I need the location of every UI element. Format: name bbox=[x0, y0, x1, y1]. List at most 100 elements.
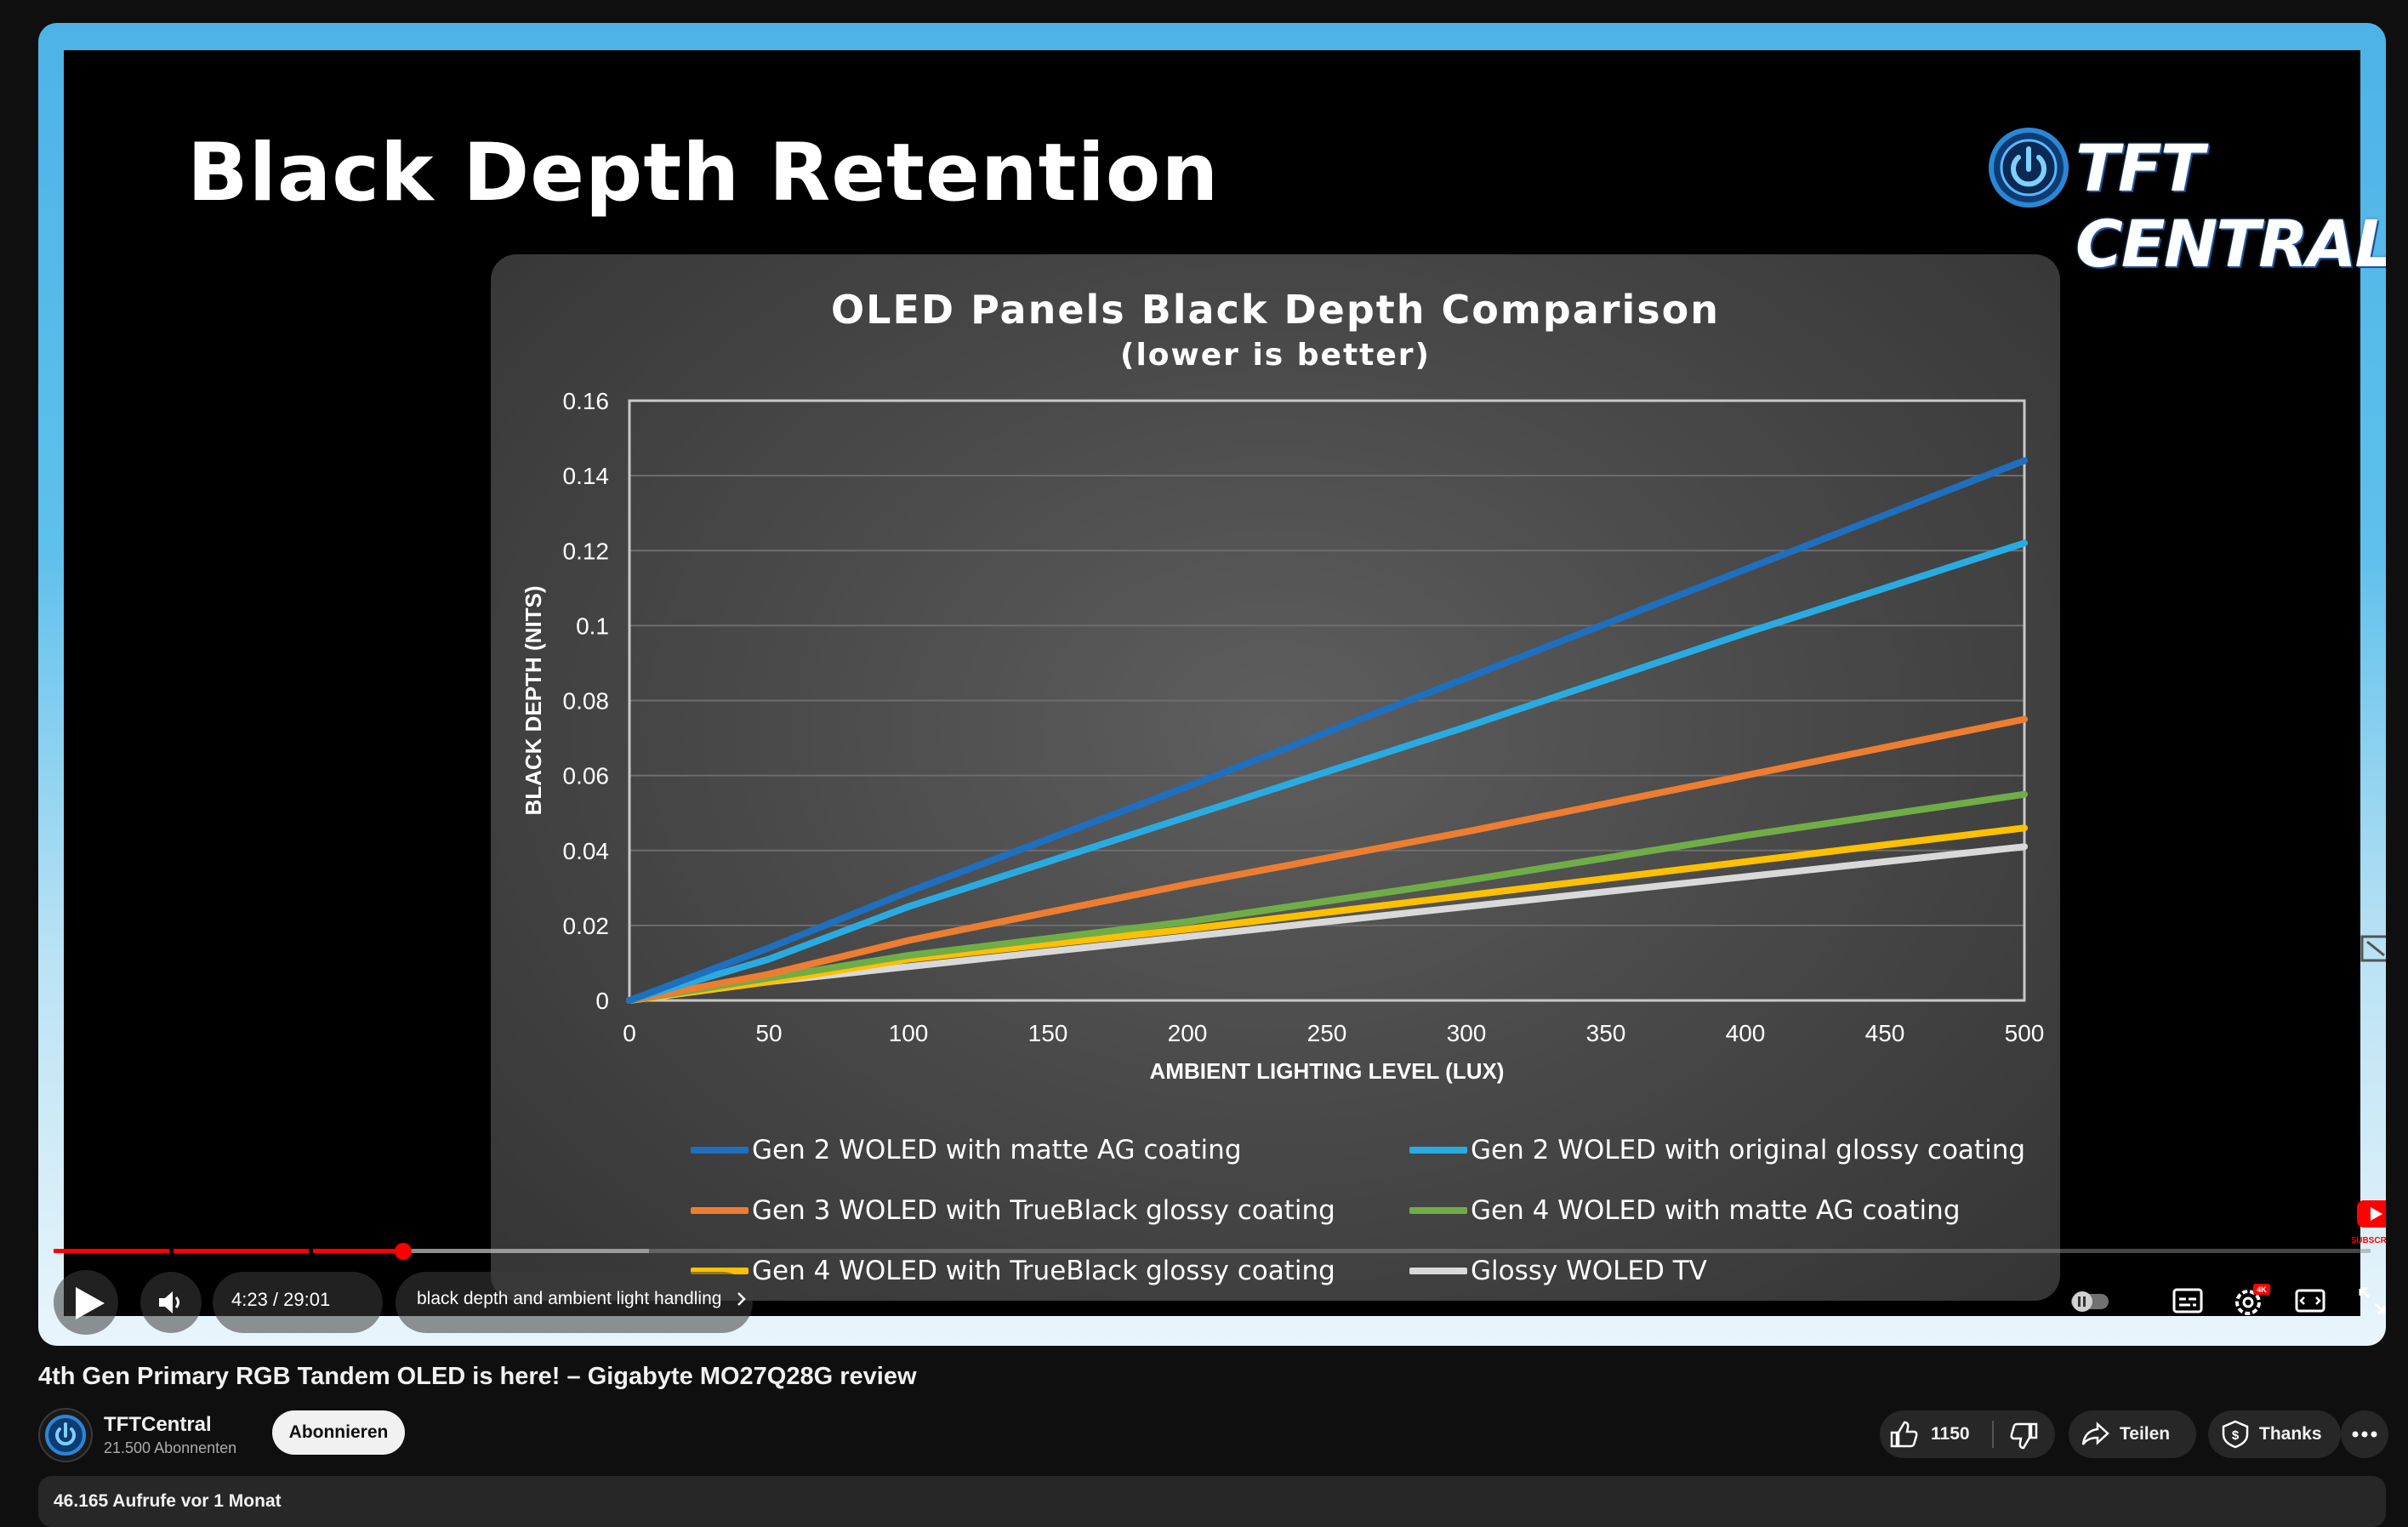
svg-text:SUBSCRIBE: SUBSCRIBE bbox=[2352, 1236, 2386, 1245]
legend-swatch bbox=[1409, 1147, 1467, 1154]
chart-panel: OLED Panels Black Depth Comparison (lowe… bbox=[491, 254, 2060, 1301]
legend-item: Gen 4 WOLED with matte AG coating bbox=[1409, 1194, 1961, 1228]
video-title: 4th Gen Primary RGB Tandem OLED is here!… bbox=[38, 1363, 917, 1390]
more-icon bbox=[2352, 1431, 2377, 1438]
share-label: Teilen bbox=[2120, 1424, 2171, 1444]
y-tick-label: 0 bbox=[595, 988, 609, 1014]
subscriber-count: 21.500 Abonnenten bbox=[104, 1439, 237, 1456]
video-player[interactable]: Black Depth Retention TFT CENTRAL i OLED… bbox=[38, 23, 2386, 1346]
view-count-date: 46.165 Aufrufe vor 1 Monat bbox=[54, 1491, 282, 1511]
chart-title: OLED Panels Black Depth Comparison bbox=[831, 287, 1720, 333]
legend-label: Gen 2 WOLED with matte AG coating bbox=[752, 1135, 1242, 1165]
x-tick-label: 300 bbox=[1447, 1020, 1487, 1046]
theater-icon[interactable] bbox=[2294, 1285, 2328, 1316]
legend-swatch bbox=[691, 1268, 749, 1274]
subtitles-icon[interactable] bbox=[2172, 1285, 2206, 1316]
y-tick-label: 0.02 bbox=[563, 913, 610, 939]
x-tick-label: 400 bbox=[1726, 1020, 1766, 1046]
time-display: 4:23 / 29:01 bbox=[231, 1289, 331, 1310]
y-tick-label: 0.08 bbox=[563, 688, 610, 715]
x-axis-label: AMBIENT LIGHTING LEVEL (LUX) bbox=[1150, 1058, 1505, 1084]
played-bar bbox=[54, 1249, 403, 1253]
channel-avatar[interactable] bbox=[38, 1408, 93, 1462]
fullscreen-icon[interactable] bbox=[2357, 1285, 2386, 1316]
chapter-button[interactable] bbox=[396, 1272, 753, 1333]
svg-text:4K: 4K bbox=[2257, 1285, 2267, 1294]
y-tick-label: 0.14 bbox=[563, 463, 610, 489]
x-tick-label: 350 bbox=[1586, 1020, 1626, 1046]
time-display-pill bbox=[213, 1272, 383, 1333]
series-line bbox=[626, 539, 2028, 1004]
thanks-button[interactable]: $ Thanks bbox=[2208, 1410, 2341, 1458]
play-icon bbox=[76, 1287, 105, 1319]
series-line bbox=[626, 715, 2028, 1004]
channel-logo-icon bbox=[45, 1415, 86, 1456]
x-tick-label: 200 bbox=[1168, 1020, 1208, 1046]
chapter-marker bbox=[309, 1249, 313, 1253]
plot-area-border bbox=[628, 399, 2026, 1002]
y-tick-label: 0.12 bbox=[563, 538, 610, 564]
play-button[interactable] bbox=[54, 1270, 118, 1335]
series-line bbox=[626, 790, 2028, 1004]
x-tick-label: 450 bbox=[1865, 1020, 1905, 1046]
legend-label: Glossy WOLED TV bbox=[1471, 1256, 1707, 1286]
subscribe-watermark-icon[interactable]: SUBSCRIBE bbox=[2352, 1199, 2386, 1250]
like-dislike-group: 1150 bbox=[1880, 1410, 2055, 1458]
chapter-marker bbox=[169, 1249, 174, 1253]
legend-item: Gen 4 WOLED with TrueBlack glossy coatin… bbox=[691, 1254, 1335, 1288]
chapter-title[interactable]: black depth and ambient light handling bbox=[417, 1289, 749, 1309]
y-axis-label: BLACK DEPTH (NITS) bbox=[521, 585, 546, 815]
slide-title: Black Depth Retention bbox=[187, 127, 1220, 219]
chevron-right-icon bbox=[737, 1292, 747, 1307]
y-tick-label: 0.1 bbox=[576, 613, 609, 639]
like-icon[interactable] bbox=[1888, 1419, 1919, 1450]
x-tick-label: 500 bbox=[2005, 1020, 2045, 1046]
legend-label: Gen 4 WOLED with matte AG coating bbox=[1471, 1195, 1961, 1226]
legend-item: Gen 3 WOLED with TrueBlack glossy coatin… bbox=[691, 1194, 1335, 1228]
picture-in-picture-icon[interactable] bbox=[2360, 935, 2386, 966]
settings-icon[interactable]: 4K bbox=[2231, 1282, 2272, 1319]
x-tick-label: 0 bbox=[623, 1020, 636, 1046]
subscribe-button[interactable]: Abonnieren bbox=[272, 1410, 405, 1455]
y-tick-label: 0.04 bbox=[563, 838, 610, 864]
share-icon bbox=[2081, 1422, 2109, 1445]
player-controls: 4:23 / 29:01 black depth and ambient lig… bbox=[38, 1265, 2386, 1342]
divider bbox=[1992, 1421, 1994, 1448]
series-line bbox=[626, 824, 2028, 1004]
legend-label: Gen 3 WOLED with TrueBlack glossy coatin… bbox=[752, 1195, 1335, 1226]
volume-icon bbox=[159, 1291, 179, 1313]
legend-label: Gen 4 WOLED with TrueBlack glossy coatin… bbox=[752, 1256, 1335, 1286]
legend-swatch bbox=[1409, 1207, 1467, 1214]
legend-swatch bbox=[691, 1147, 749, 1154]
autoplay-toggle-icon[interactable] bbox=[2069, 1289, 2110, 1314]
more-actions-button[interactable] bbox=[2341, 1410, 2388, 1458]
series-line bbox=[626, 843, 2028, 1004]
dislike-icon[interactable] bbox=[2009, 1421, 2040, 1451]
legend-label: Gen 2 WOLED with original glossy coating bbox=[1471, 1135, 2026, 1165]
series-line bbox=[626, 457, 2028, 1004]
volume-button[interactable] bbox=[140, 1272, 202, 1333]
tftcentral-logo: TFT CENTRAL bbox=[1986, 125, 2386, 282]
y-tick-label: 0.16 bbox=[563, 388, 610, 414]
y-tick-label: 0.06 bbox=[563, 763, 610, 789]
video-frame[interactable]: Black Depth Retention TFT CENTRAL i OLED… bbox=[64, 50, 2386, 1316]
chapter-label: black depth and ambient light handling bbox=[417, 1289, 722, 1308]
legend-item: Gen 2 WOLED with original glossy coating bbox=[1409, 1133, 2025, 1167]
power-logo-icon bbox=[1989, 128, 2069, 208]
scrubber-handle[interactable] bbox=[395, 1243, 412, 1260]
x-tick-label: 50 bbox=[755, 1020, 782, 1046]
share-button[interactable]: Teilen bbox=[2069, 1410, 2196, 1458]
legend-swatch bbox=[691, 1207, 749, 1214]
svg-text:$: $ bbox=[2232, 1428, 2240, 1443]
progress-bar[interactable] bbox=[54, 1249, 2371, 1253]
line-chart: 0 0.02 0.04 0.06 0.08 0.1 0.12 0.14 0.16 0 50 100 15… bbox=[521, 388, 2045, 1084]
x-tick-label: 100 bbox=[889, 1020, 929, 1046]
legend-swatch bbox=[1409, 1268, 1467, 1274]
like-count[interactable]: 1150 bbox=[1931, 1424, 1970, 1444]
description-box[interactable]: 46.165 Aufrufe vor 1 Monat bbox=[38, 1476, 2386, 1527]
thanks-label: Thanks bbox=[2259, 1424, 2322, 1444]
legend-item: Glossy WOLED TV bbox=[1409, 1254, 1707, 1288]
x-tick-label: 250 bbox=[1307, 1020, 1347, 1046]
chart-subtitle: (lower is better) bbox=[1119, 338, 1431, 373]
channel-name[interactable]: TFTCentral bbox=[104, 1413, 212, 1436]
